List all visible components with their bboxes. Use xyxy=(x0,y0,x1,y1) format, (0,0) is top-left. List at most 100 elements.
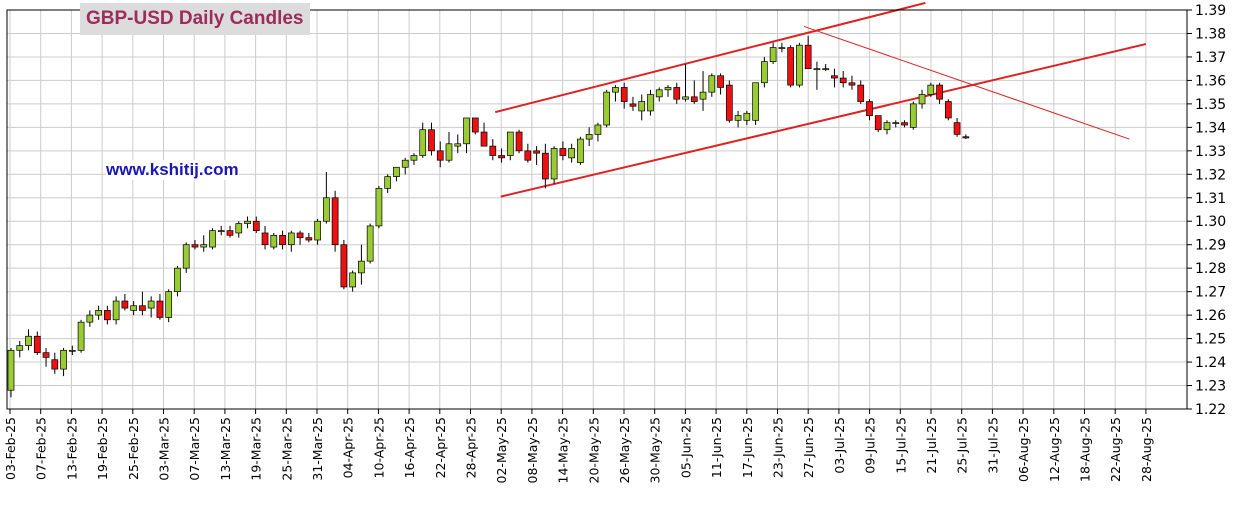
y-tick-label: 1.39 xyxy=(1195,3,1226,19)
candle xyxy=(533,146,540,165)
candle-body xyxy=(104,310,111,321)
candle-body xyxy=(60,349,67,370)
candle xyxy=(51,352,59,374)
candle-body xyxy=(778,47,786,49)
candle-body xyxy=(384,176,392,189)
candle xyxy=(936,82,943,104)
candle xyxy=(156,293,164,320)
candle xyxy=(690,80,698,104)
x-tick-label: 13-Mar-25 xyxy=(218,417,233,481)
candle-body xyxy=(252,220,260,231)
candle xyxy=(471,117,479,135)
candle xyxy=(612,85,619,102)
candle xyxy=(953,117,961,137)
x-tick-label: 07-Mar-25 xyxy=(187,417,202,481)
candle xyxy=(121,293,129,311)
x-tick-label: 06-Aug-25 xyxy=(1016,417,1031,482)
candle-body xyxy=(804,44,812,70)
candle-body xyxy=(953,122,961,135)
candle-body xyxy=(471,117,479,133)
candle xyxy=(761,56,768,88)
y-tick-label: 1.26 xyxy=(1195,308,1226,324)
candle xyxy=(489,139,497,161)
candle xyxy=(769,42,777,64)
candle-body xyxy=(831,75,838,79)
candle-body xyxy=(95,310,102,316)
candle xyxy=(68,345,76,356)
candle xyxy=(866,99,873,121)
candle-body xyxy=(314,220,321,241)
candle-body xyxy=(655,89,663,98)
x-tick-label: 20-May-25 xyxy=(586,417,601,483)
y-tick-label: 1.33 xyxy=(1195,144,1226,160)
x-tick-label: 03-Feb-25 xyxy=(3,417,18,480)
x-tick-label: 02-May-25 xyxy=(494,417,509,483)
candle-body xyxy=(796,44,803,86)
candle-body xyxy=(244,220,251,224)
x-tick-label: 28-Aug-25 xyxy=(1139,417,1154,482)
candle xyxy=(209,228,216,250)
candle-body xyxy=(436,150,444,161)
candle xyxy=(410,153,418,165)
candle-body xyxy=(559,148,567,156)
candle xyxy=(682,63,689,102)
candle-body xyxy=(454,143,462,147)
candle xyxy=(506,131,514,161)
y-tick-label: 1.22 xyxy=(1195,402,1226,418)
candle xyxy=(182,242,190,273)
candle xyxy=(874,115,882,133)
candle-body xyxy=(585,134,593,140)
candle-body xyxy=(717,75,724,88)
watermark-text: www.kshitij.com xyxy=(106,160,239,180)
candle xyxy=(419,122,427,158)
candle xyxy=(655,87,663,102)
y-tick-label: 1.29 xyxy=(1195,238,1226,254)
candle xyxy=(305,232,313,243)
candle-body xyxy=(331,197,339,246)
candle xyxy=(279,230,286,250)
candle-body xyxy=(305,237,313,241)
candle xyxy=(927,82,935,97)
candle xyxy=(95,305,102,320)
candle-body xyxy=(550,148,558,180)
y-tick-label: 1.28 xyxy=(1195,261,1226,277)
candle-body xyxy=(261,232,269,246)
candle xyxy=(699,71,707,111)
x-tick-label: 13-Feb-25 xyxy=(64,417,79,480)
candle xyxy=(892,120,900,128)
y-tick-label: 1.32 xyxy=(1195,167,1226,183)
plot-border xyxy=(6,9,1188,410)
candle-body xyxy=(489,145,497,156)
candle-body xyxy=(822,68,830,71)
candle xyxy=(787,45,794,88)
x-tick-label: 03-Mar-25 xyxy=(157,417,172,481)
x-tick-label: 25-Jul-25 xyxy=(955,417,970,474)
y-tick-label: 1.25 xyxy=(1195,332,1226,348)
candle xyxy=(244,216,251,229)
candle-body xyxy=(857,84,865,102)
candle-body xyxy=(506,131,514,156)
candle xyxy=(918,89,926,109)
x-tick-label: 15-Jul-25 xyxy=(893,417,908,474)
x-tick-label: 23-Jun-25 xyxy=(771,417,786,478)
candle-body xyxy=(130,305,137,311)
y-tick-label: 1.27 xyxy=(1195,285,1226,301)
candle xyxy=(86,310,94,327)
y-tick-label: 1.34 xyxy=(1195,120,1226,136)
candle-body xyxy=(594,124,602,135)
y-tick-label: 1.37 xyxy=(1195,50,1226,66)
candle-body xyxy=(892,122,900,125)
candle xyxy=(725,80,733,123)
candle-body xyxy=(734,115,742,121)
x-tick-label: 07-Feb-25 xyxy=(34,417,49,480)
candle xyxy=(796,42,803,88)
candle-body xyxy=(463,117,470,145)
candle xyxy=(883,120,891,135)
candle-body xyxy=(358,260,365,274)
candle-body xyxy=(375,188,383,227)
candle-body xyxy=(743,112,751,121)
candle xyxy=(603,89,611,128)
candle-body xyxy=(349,272,356,288)
candle xyxy=(673,82,681,104)
candle xyxy=(366,223,374,264)
